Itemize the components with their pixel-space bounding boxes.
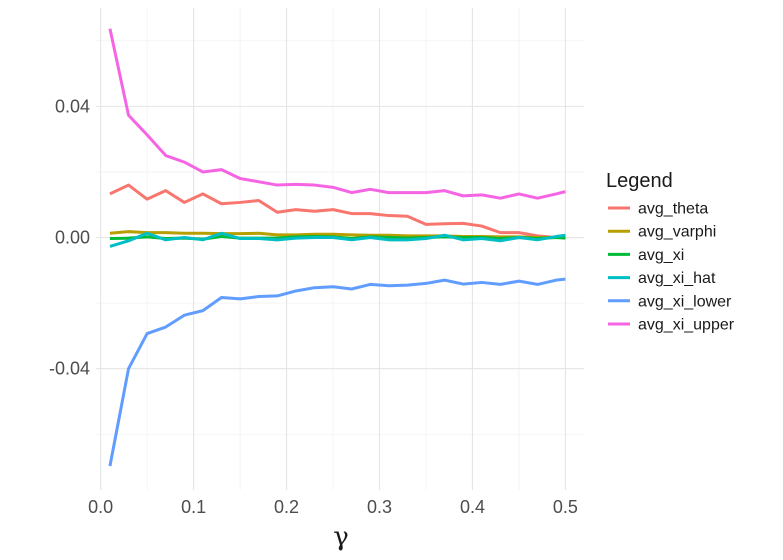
y-tick-label: 0.04 [55,96,90,116]
series-line-avg-varphi [109,230,566,240]
series-lines [108,28,566,467]
x-tick-label: 0.1 [181,497,206,517]
x-tick-label: 0.2 [274,497,299,517]
legend-label: avg_xi_lower [638,293,732,310]
legend-label: avg_xi_hat [638,270,716,287]
legend-label: avg_theta [638,201,708,218]
x-tick-label: 0.3 [367,497,392,517]
legend-label: avg_varphi [638,224,716,241]
y-tick-label: -0.04 [49,359,90,379]
x-tick-label: 0.4 [460,497,485,517]
legend-item-avg-varphi: avg_varphi [608,224,716,241]
legend-label: avg_xi_upper [638,317,735,334]
y-tick-label: 0.00 [55,228,90,248]
grid [96,8,584,490]
legend-item-avg-xi: avg_xi [608,247,684,264]
x-tick-label: 0.5 [553,497,578,517]
x-axis-title: γ [333,522,349,552]
series-line-avg-theta [109,183,566,240]
legend-item-avg-theta: avg_theta [608,201,708,218]
series-line-avg-xi-lower [108,277,566,467]
legend-label: avg_xi [638,247,684,264]
legend-item-avg-xi-upper: avg_xi_upper [608,317,735,334]
series-line-avg-xi-upper [108,28,566,200]
x-tick-label: 0.0 [88,497,113,517]
legend-item-avg-xi-lower: avg_xi_lower [608,293,732,310]
y-tick-labels: 0.04 0.00 -0.04 [49,96,90,378]
legend: Legend avg_theta avg_varphi avg_xi avg_xi_h… [606,170,735,334]
x-tick-labels: 0.0 0.1 0.2 0.3 0.4 0.5 [88,497,578,517]
legend-item-avg-xi-hat: avg_xi_hat [608,270,716,287]
series-line-avg-xi-hat [109,231,566,248]
legend-title: Legend [606,170,673,192]
legend-items: avg_theta avg_varphi avg_xi avg_xi_hat avg_x… [608,201,735,334]
